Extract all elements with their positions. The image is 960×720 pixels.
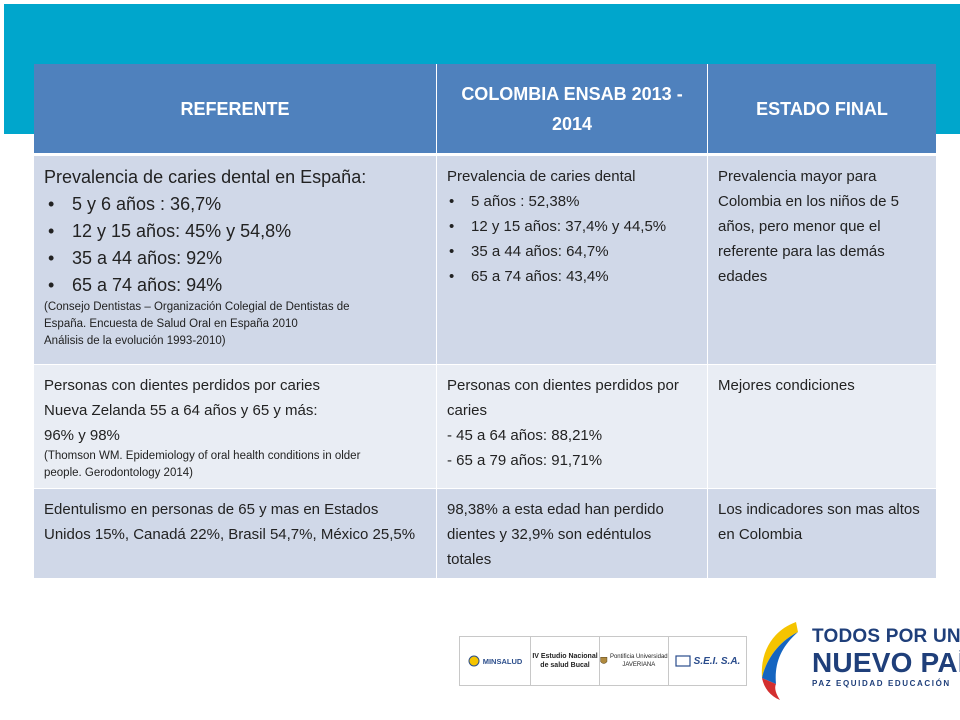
row1-final-cell: Prevalencia mayor para Colombia en los n… [708, 156, 936, 365]
row1-ref-list: 5 y 6 años : 36,7% 12 y 15 años: 45% y 5… [44, 191, 426, 299]
list-item: 5 y 6 años : 36,7% [48, 191, 426, 218]
header-colombia: COLOMBIA ENSAB 2013 - 2014 [437, 64, 708, 156]
todos-por-un-nuevo-pais-logo: TODOS POR UN NUEVO PAÍS PAZ EQUIDAD EDUC… [752, 616, 960, 702]
partner-logos: MINSALUD IV Estudio Nacional de salud Bu… [459, 636, 747, 686]
table-row: Prevalencia de caries dental en España: … [34, 156, 936, 365]
row2-colombia-cell: Personas con dientes perdidos por caries… [437, 365, 708, 489]
row2-referente-cell: Personas con dientes perdidos por caries… [34, 365, 437, 489]
list-item: 65 a 74 años: 94% [48, 272, 426, 299]
javeriana-crest-icon [600, 656, 608, 664]
brand-text: TODOS POR UN NUEVO PAÍS PAZ EQUIDAD EDUC… [812, 626, 960, 688]
header-referente: REFERENTE [34, 64, 437, 156]
row3-final-cell: Los indicadores son mas altos en Colombi… [708, 489, 936, 579]
row1-colombia-cell: Prevalencia de caries dental 5 años : 52… [437, 156, 708, 365]
row3-referente-cell: Edentulismo en personas de 65 y mas en E… [34, 489, 437, 579]
row2-ref-text: Personas con dientes perdidos por caries… [44, 377, 320, 444]
row2-ref-citation: (Thomson WM. Epidemiology of oral health… [44, 450, 361, 479]
row2-col-text: Personas con dientes perdidos por caries… [447, 377, 679, 469]
colombia-shield-icon [468, 655, 480, 667]
minsalud-logo: MINSALUD [460, 637, 531, 685]
row1-referente-cell: Prevalencia de caries dental en España: … [34, 156, 437, 365]
list-item: 35 a 44 años: 92% [48, 245, 426, 272]
table-row: Personas con dientes perdidos por caries… [34, 365, 936, 489]
list-item: 12 y 15 años: 45% y 54,8% [48, 218, 426, 245]
list-item: 12 y 15 años: 37,4% y 44,5% [449, 214, 697, 239]
row1-col-list: 5 años : 52,38% 12 y 15 años: 37,4% y 44… [447, 189, 697, 289]
javeriana-logo: Pontificia Universidad JAVERIANA [600, 637, 669, 685]
table-row: Edentulismo en personas de 65 y mas en E… [34, 489, 936, 579]
list-item: 65 a 74 años: 43,4% [449, 264, 697, 289]
colombia-swoosh-icon [761, 622, 798, 700]
row1-ref-citation: (Consejo Dentistas – Organización Colegi… [44, 301, 350, 347]
row2-final-cell: Mejores condiciones [708, 365, 936, 489]
list-item: 5 años : 52,38% [449, 189, 697, 214]
row3-colombia-cell: 98,38% a esta edad han perdido dientes y… [437, 489, 708, 579]
sei-box-icon [675, 655, 691, 667]
table-header-row: REFERENTE COLOMBIA ENSAB 2013 - 2014 EST… [34, 64, 936, 156]
list-item: 35 a 44 años: 64,7% [449, 239, 697, 264]
row1-col-title: Prevalencia de caries dental [447, 168, 636, 185]
comparison-table: REFERENTE COLOMBIA ENSAB 2013 - 2014 EST… [34, 64, 936, 579]
header-estado-final: ESTADO FINAL [708, 64, 936, 156]
row1-ref-title: Prevalencia de caries dental en España: [44, 167, 367, 187]
sei-logo: S.E.I. S.A. [669, 637, 746, 685]
ensab-logo: IV Estudio Nacional de salud Bucal [531, 637, 600, 685]
